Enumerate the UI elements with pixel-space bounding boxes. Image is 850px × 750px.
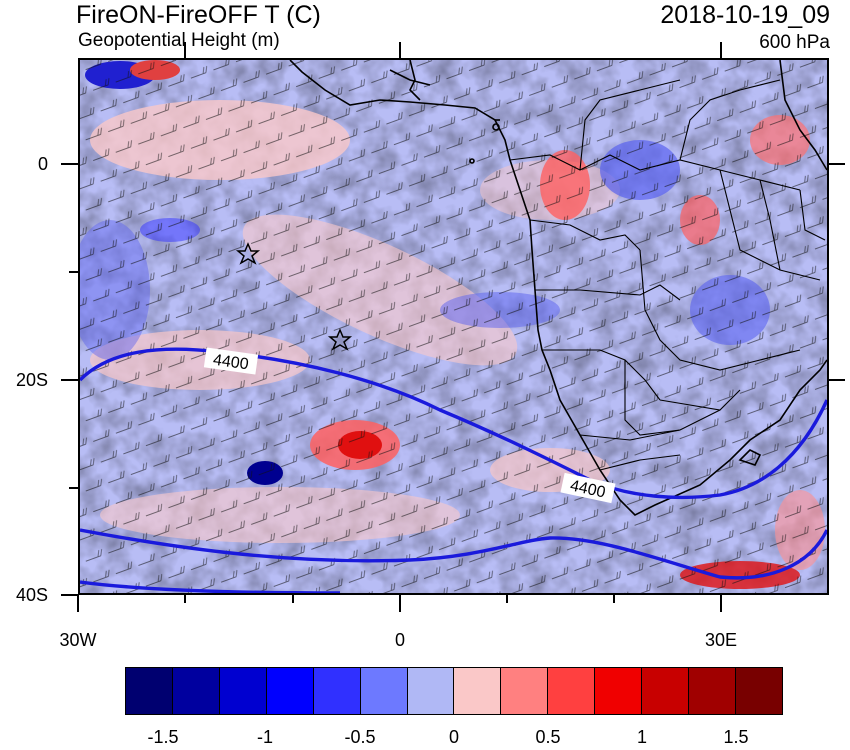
coastlines — [289, 60, 827, 516]
star-icon — [235, 242, 261, 265]
colorbar-swatch-6 — [407, 668, 455, 714]
colorbar-swatch-9 — [548, 668, 596, 714]
colorbar-swatch-1 — [172, 668, 220, 714]
colorbar-swatch-10 — [595, 668, 643, 714]
colorbar-swatch-13 — [735, 668, 782, 714]
map-panel: 4400 4400 — [78, 58, 829, 595]
map-subtitle: Geopotential Height (m) — [78, 30, 280, 51]
geopotential-contours — [80, 347, 827, 593]
colorbar-label: 1.5 — [723, 727, 749, 747]
lon-label-30e: 30E — [704, 630, 738, 650]
lon-label-30w: 30W — [59, 630, 97, 650]
colorbar — [125, 667, 783, 715]
colorbar-swatch-3 — [266, 668, 314, 714]
contour-labels: 4400 4400 — [203, 347, 616, 504]
colorbar-swatch-5 — [360, 668, 408, 714]
lat-label-40s: 40S — [15, 585, 48, 605]
colorbar-label: 1 — [636, 727, 647, 747]
colorbar-swatch-12 — [689, 668, 736, 714]
valid-time: 2018-10-19_09 — [660, 1, 830, 29]
lon-label-0: 0 — [394, 630, 405, 650]
colorbar-swatch-2 — [219, 668, 267, 714]
colorbar-label: -0.5 — [344, 727, 376, 747]
contour-label-4400-a: 4400 — [212, 352, 250, 374]
colorbar-label: -1.5 — [147, 727, 179, 747]
star-icon — [327, 328, 353, 351]
lat-label-0: 0 — [37, 154, 48, 174]
colorbar-swatch-8 — [501, 668, 549, 714]
lat-label-20s: 20S — [15, 370, 48, 390]
map-title: FireON-FireOFF T (C) — [76, 1, 321, 29]
colorbar-swatch-4 — [313, 668, 361, 714]
colorbar-swatch-7 — [454, 668, 502, 714]
colorbar-label: 0 — [448, 727, 459, 747]
colorbar-swatch-11 — [642, 668, 690, 714]
colorbar-label: 0.5 — [535, 727, 561, 747]
pressure-level: 600 hPa — [759, 32, 830, 53]
colorbar-swatch-0 — [126, 668, 173, 714]
country-borders — [509, 79, 826, 471]
colorbar-label: -1 — [256, 727, 273, 747]
wind-barbs — [80, 60, 827, 593]
map-canvas: 4400 4400 — [80, 60, 827, 593]
